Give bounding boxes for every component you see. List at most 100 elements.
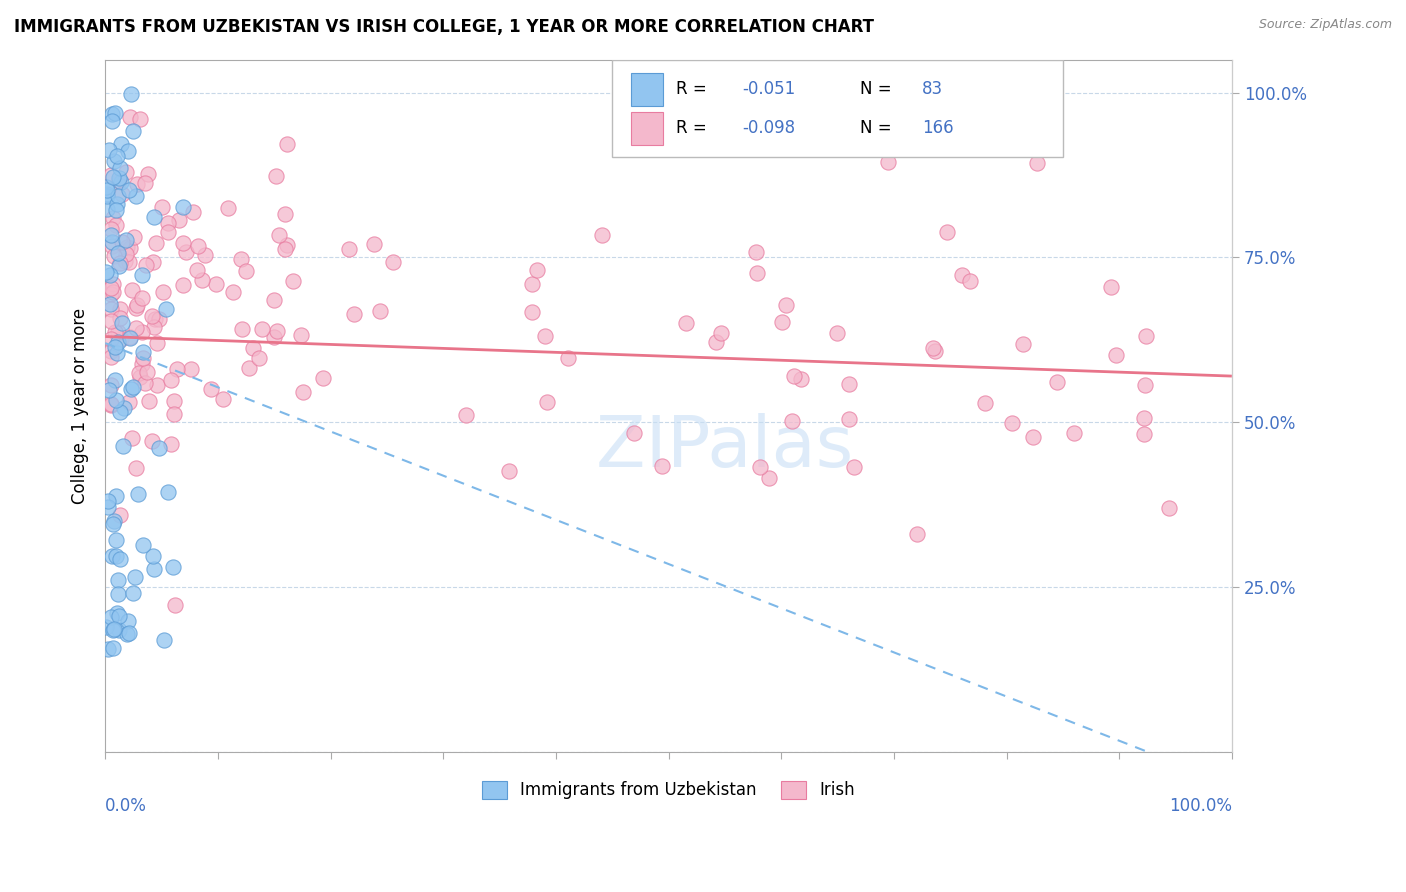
Point (163, 598, 186, 612)
Point (274, 242, 297, 256)
Point (100, 398, 122, 412)
Point (520, 277, 543, 291)
Point (1099, 279, 1122, 293)
Point (101, 517, 124, 532)
Point (101, 277, 124, 291)
Point (162, 560, 184, 574)
Point (267, 227, 290, 242)
Point (1135, 329, 1157, 343)
Point (157, 225, 180, 239)
Point (100, 549, 122, 563)
Point (112, 401, 135, 415)
Point (129, 369, 152, 384)
Point (936, 225, 959, 239)
Point (238, 360, 260, 375)
Point (825, 326, 848, 340)
Point (118, 394, 141, 409)
Point (745, 245, 768, 260)
Bar (631, 73, 662, 106)
Point (211, 392, 233, 407)
Point (838, 376, 860, 391)
Point (266, 324, 288, 338)
Point (121, 586, 143, 600)
Point (110, 405, 132, 419)
Point (748, 459, 770, 474)
Point (138, 394, 160, 409)
Text: 166: 166 (922, 120, 953, 137)
Point (675, 316, 697, 330)
Point (312, 371, 335, 385)
Point (104, 105, 127, 120)
Point (838, 411, 860, 425)
Point (115, 240, 138, 254)
Point (145, 235, 167, 250)
Point (337, 242, 360, 256)
Text: R =: R = (676, 120, 713, 137)
Point (96, 620, 118, 634)
Point (118, 110, 141, 124)
Point (1104, 348, 1126, 362)
Point (758, 470, 780, 484)
Point (131, 268, 153, 282)
Point (789, 372, 811, 386)
Text: Source: ZipAtlas.com: Source: ZipAtlas.com (1258, 18, 1392, 31)
Point (148, 441, 170, 455)
Point (134, 177, 156, 191)
Point (100, 222, 122, 236)
Point (96, 264, 118, 278)
Point (100, 228, 122, 243)
Point (114, 254, 136, 268)
Point (172, 200, 194, 214)
Point (101, 238, 124, 252)
Point (128, 366, 150, 380)
Point (124, 461, 146, 475)
Point (162, 407, 184, 421)
Point (623, 425, 645, 440)
Legend: Immigrants from Uzbekistan, Irish: Immigrants from Uzbekistan, Irish (475, 774, 862, 805)
Point (710, 326, 733, 340)
Point (96, 189, 118, 203)
Point (105, 549, 128, 564)
Text: 0.0%: 0.0% (105, 797, 148, 815)
Point (100, 286, 122, 301)
Point (150, 200, 173, 214)
Point (131, 357, 153, 371)
Point (120, 382, 142, 396)
Point (121, 431, 143, 445)
Point (959, 274, 981, 288)
Text: 83: 83 (922, 80, 943, 98)
Point (950, 268, 973, 282)
Point (142, 210, 165, 224)
Point (97, 383, 120, 397)
Point (107, 325, 129, 339)
Point (157, 484, 180, 499)
Point (100, 107, 122, 121)
Point (148, 311, 170, 326)
Point (152, 285, 174, 299)
Point (107, 607, 129, 621)
Point (368, 303, 391, 318)
Point (100, 168, 122, 182)
Point (166, 362, 188, 376)
Point (181, 205, 204, 219)
Point (172, 278, 194, 293)
Point (115, 247, 138, 261)
Point (121, 124, 143, 138)
Point (107, 573, 129, 587)
Point (100, 301, 122, 316)
Point (342, 307, 364, 321)
Point (247, 351, 270, 365)
Point (118, 625, 141, 640)
Point (101, 235, 124, 249)
Point (100, 332, 122, 346)
Point (101, 641, 124, 656)
Point (125, 177, 148, 191)
Point (108, 170, 131, 185)
Point (115, 626, 138, 640)
Point (783, 368, 806, 383)
Point (127, 487, 149, 501)
Point (101, 285, 124, 299)
Point (118, 330, 141, 344)
Point (103, 211, 125, 225)
Point (111, 186, 134, 201)
